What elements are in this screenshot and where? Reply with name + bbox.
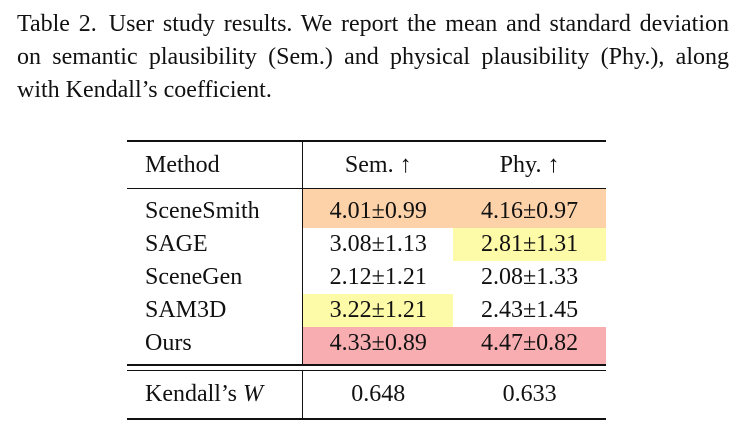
row-phy-value: 2.81±1.31	[453, 228, 606, 261]
header-method: Method	[127, 141, 303, 189]
results-table: Method Sem. ↑ Phy. ↑ SceneSmith 4.01±0.9…	[127, 140, 606, 420]
row-phy-value: 4.16±0.97	[453, 188, 606, 228]
separator-rule	[127, 370, 606, 371]
row-method: SceneGen	[145, 264, 243, 290]
caption-text: User study results. We report the mean a…	[17, 11, 729, 103]
row-method: Ours	[145, 330, 192, 356]
row-phy-value: 2.43±1.45	[480, 297, 579, 323]
table-row: SceneGen 2.12±1.21 2.08±1.33	[127, 261, 606, 294]
row-sem-value: 4.01±0.99	[302, 188, 454, 228]
table-row: Ours 4.33±0.89 4.47±0.82	[127, 327, 606, 365]
header-phy: Phy. ↑	[453, 141, 606, 189]
kendall-phy-value: 0.633	[502, 381, 557, 407]
table-row: SAGE 3.08±1.13 2.81±1.31	[127, 228, 606, 261]
row-sem-value: 3.22±1.21	[302, 294, 454, 327]
header-sem: Sem. ↑	[302, 141, 454, 189]
kendall-sem-value: 0.648	[302, 371, 454, 419]
row-sem-value: 3.08±1.13	[302, 228, 454, 261]
row-phy-value: 4.47±0.82	[453, 327, 606, 365]
table-row: SceneSmith 4.01±0.99 4.16±0.97	[127, 188, 606, 228]
table-caption: Table 2. User study results. We report th…	[17, 8, 729, 107]
header-row: Method Sem. ↑ Phy. ↑	[127, 141, 606, 189]
row-method: SAM3D	[145, 297, 227, 323]
kendall-symbol: W	[242, 381, 263, 407]
kendall-row: Kendall’s W 0.648 0.633	[127, 371, 606, 419]
kendall-label: Kendall’s W	[127, 371, 303, 419]
caption-label: Table 2.	[17, 11, 97, 37]
row-method: SceneSmith	[145, 198, 260, 224]
kendall-label-text: Kendall’s	[145, 381, 237, 407]
row-method: SAGE	[145, 231, 208, 257]
kendall-summary-table: Kendall’s W 0.648 0.633	[127, 371, 606, 420]
row-sem-value: 4.33±0.89	[302, 327, 454, 365]
row-phy-value: 2.08±1.33	[480, 264, 579, 290]
table-row: SAM3D 3.22±1.21 2.43±1.45	[127, 294, 606, 327]
row-sem-value: 2.12±1.21	[302, 261, 454, 294]
results-table-main: Method Sem. ↑ Phy. ↑ SceneSmith 4.01±0.9…	[127, 140, 606, 366]
